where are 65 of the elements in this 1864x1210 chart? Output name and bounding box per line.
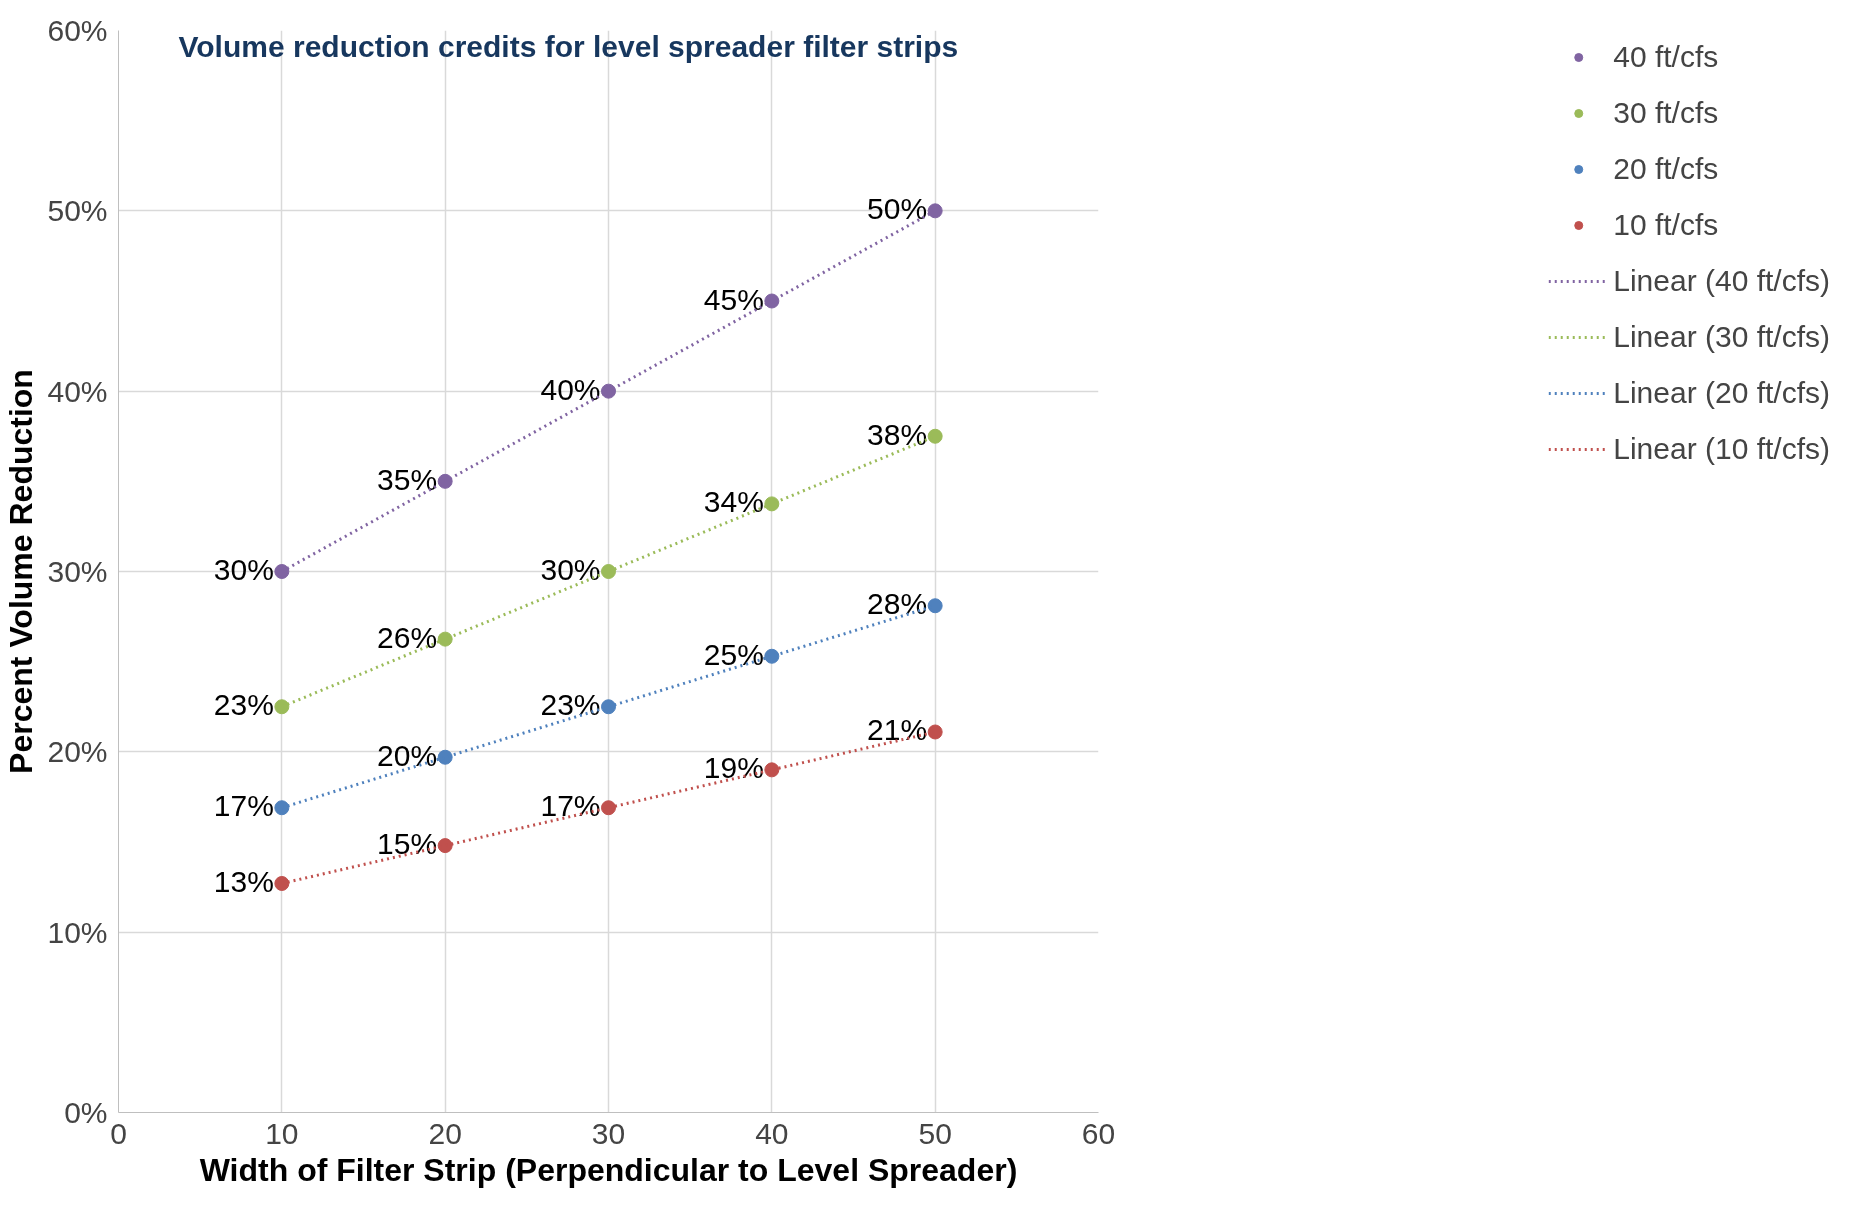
point <box>927 598 943 614</box>
data-label: 35% <box>377 462 438 496</box>
legend-label: 40 ft/cfs <box>1613 40 1719 74</box>
y-tick-label: 60% <box>47 14 108 47</box>
legend-label: 10 ft/cfs <box>1613 208 1719 242</box>
y-tick-label: 20% <box>47 735 108 769</box>
data-label: 45% <box>703 282 764 316</box>
x-axis-title: Width of Filter Strip (Perpendicular to Level Spreader) <box>199 1151 1018 1188</box>
point <box>927 428 943 444</box>
data-label: 19% <box>703 751 764 785</box>
legend-label: 30 ft/cfs <box>1613 96 1719 130</box>
data-label: 20% <box>377 738 438 772</box>
data-label: 13% <box>213 864 274 898</box>
data-label: 34% <box>703 485 764 519</box>
data-label: 50% <box>867 192 928 226</box>
point <box>274 800 290 816</box>
y-tick-label: 40% <box>47 374 108 408</box>
point <box>601 800 616 816</box>
point <box>927 203 943 219</box>
data-label: 23% <box>540 688 601 722</box>
point <box>927 724 943 740</box>
y-tick-label: 0% <box>64 1096 108 1129</box>
point <box>764 762 780 778</box>
chart-title: Volume reduction credits for level spreader filter strips <box>178 29 959 63</box>
point <box>601 383 616 399</box>
y-tick-label: 10% <box>47 915 108 949</box>
legend-label: 20 ft/cfs <box>1613 152 1719 186</box>
y-tick-label: 30% <box>47 555 108 588</box>
data-label: 40% <box>540 372 601 406</box>
legend-label: Linear (10 ft/cfs) <box>1613 432 1830 466</box>
point <box>601 699 616 715</box>
data-label: 30% <box>540 553 601 586</box>
data-label: 15% <box>377 827 438 861</box>
data-label: 26% <box>377 620 438 654</box>
x-tick-label: 40 <box>755 1116 789 1150</box>
point <box>437 838 453 854</box>
data-label: 23% <box>213 688 274 722</box>
y-axis-title: Percent Volume Reduction <box>3 369 40 774</box>
legend-label: Linear (40 ft/cfs) <box>1613 264 1830 298</box>
data-label: 25% <box>703 637 764 671</box>
point <box>437 631 453 647</box>
x-tick-label: 50 <box>918 1116 952 1150</box>
x-tick-label: 30 <box>591 1116 626 1150</box>
data-label: 30% <box>213 553 274 586</box>
legend-label: Linear (20 ft/cfs) <box>1613 376 1830 410</box>
point <box>274 564 290 579</box>
legend-label: Linear (30 ft/cfs) <box>1613 320 1830 354</box>
data-label: 17% <box>213 789 274 823</box>
point <box>601 564 616 579</box>
y-tick-label: 50% <box>47 194 108 228</box>
point <box>764 293 780 309</box>
x-tick-label: 60 <box>1081 1116 1116 1150</box>
point <box>764 496 780 512</box>
point <box>274 699 290 715</box>
data-label: 21% <box>867 713 928 747</box>
point <box>764 648 780 664</box>
point <box>437 473 453 489</box>
x-tick-label: 0 <box>110 1116 127 1150</box>
data-label: 38% <box>867 417 928 451</box>
data-label: 17% <box>540 789 601 823</box>
data-label: 28% <box>867 587 928 621</box>
point <box>437 749 453 765</box>
point <box>274 875 290 891</box>
x-tick-label: 20 <box>428 1116 462 1150</box>
x-tick-label: 10 <box>265 1116 299 1150</box>
